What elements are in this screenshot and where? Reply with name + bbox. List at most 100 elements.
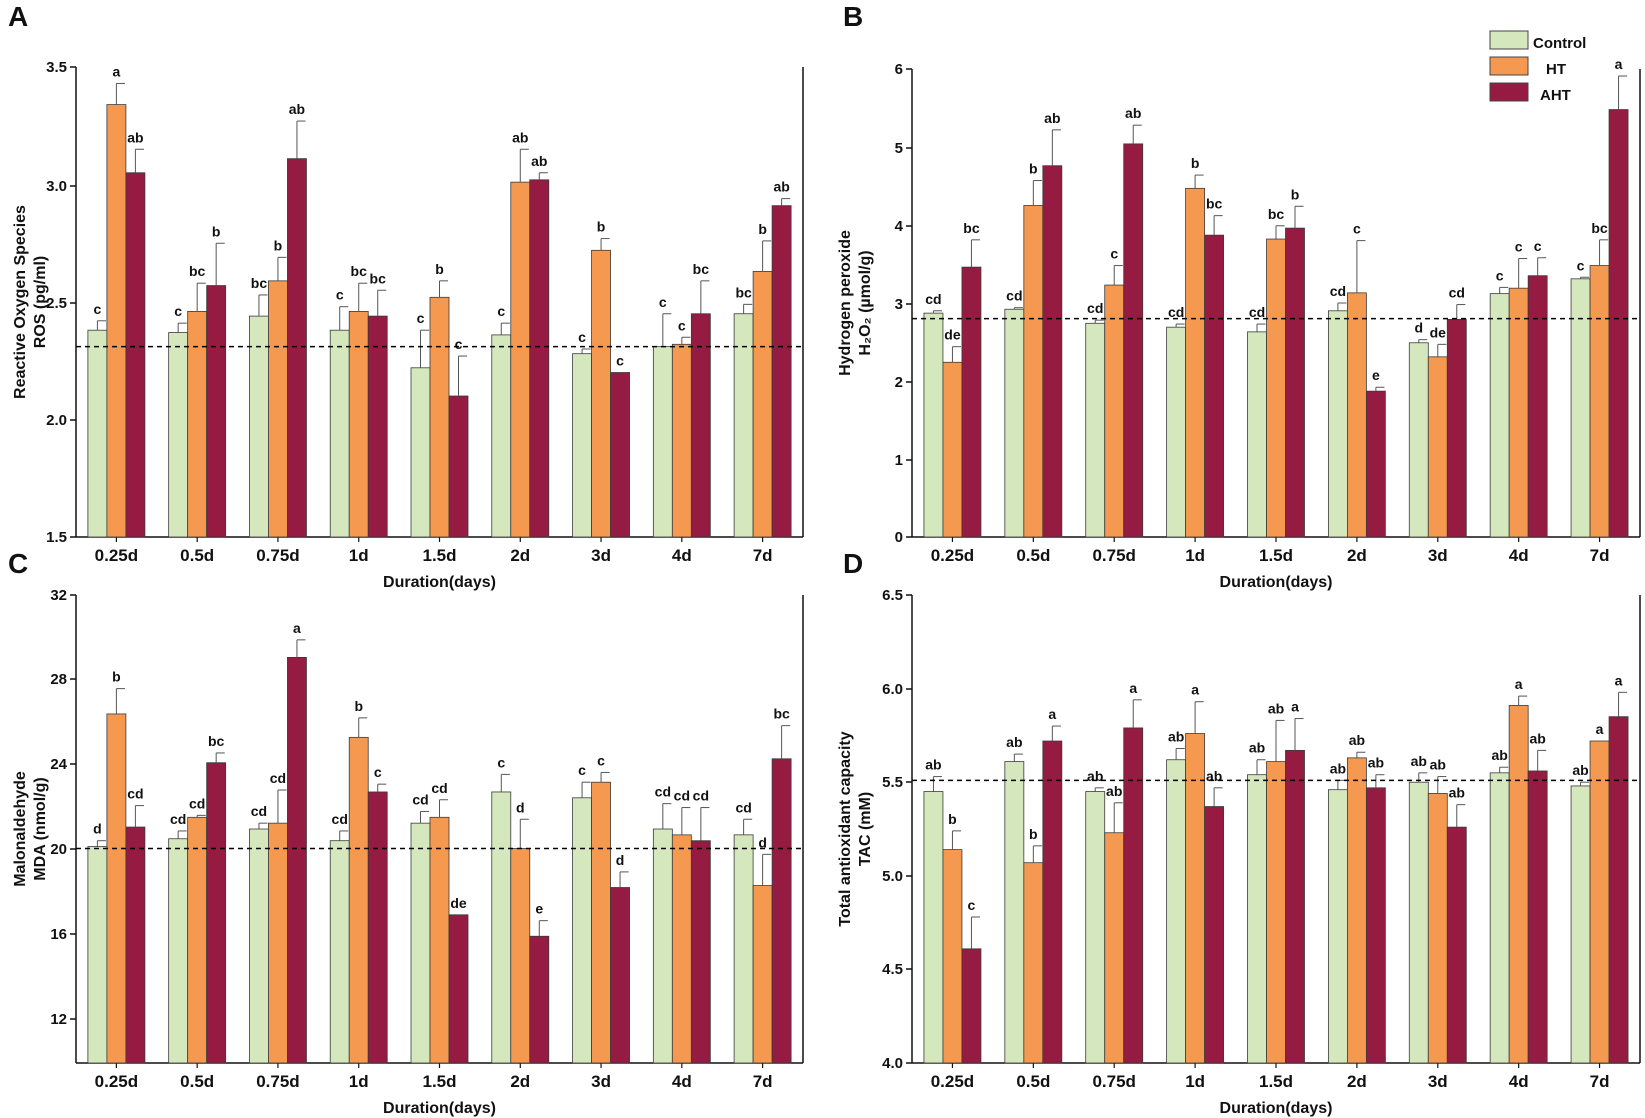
y-tick-label: 28 <box>50 671 67 688</box>
bar-control-0-5d <box>168 838 189 1064</box>
significance-label: d <box>93 821 102 837</box>
y-tick-label: 2.5 <box>46 295 67 312</box>
significance-label: ab <box>925 757 941 773</box>
bar-ht-0-5d <box>187 816 208 1064</box>
significance-label: ab <box>1125 105 1141 121</box>
y-tick-label: 1 <box>895 452 903 469</box>
y-tick-label: 24 <box>50 756 67 773</box>
significance-label: c <box>678 317 686 333</box>
bar-ht-7d <box>1589 265 1610 538</box>
bar-aht-0-5d <box>206 762 227 1064</box>
significance-label: cd <box>674 788 690 804</box>
significance-label: ab <box>1430 757 1446 773</box>
bar-ht-1d <box>348 310 369 538</box>
bar-aht-3d <box>1446 826 1467 1064</box>
significance-label: c <box>497 754 505 770</box>
significance-label: c <box>578 329 586 345</box>
significance-label: cd <box>1087 300 1103 316</box>
x-tick-label: 0.25d <box>931 546 974 565</box>
significance-label: cd <box>925 291 941 307</box>
bar-ht-3d <box>591 781 611 1064</box>
x-tick-label: 0.5d <box>1016 546 1050 565</box>
bar-control-1-5d <box>1247 331 1267 538</box>
significance-label: b <box>435 261 444 277</box>
significance-label: b <box>597 219 606 235</box>
y-axis-title-line: H₂O₂ (µmol/g) <box>857 250 874 355</box>
significance-label: c <box>968 897 976 913</box>
bar-control-7d <box>733 834 754 1064</box>
x-axis-title: Duration(days) <box>383 574 496 591</box>
bar-control-3d <box>1408 781 1429 1064</box>
y-tick-label: 2.0 <box>46 412 67 429</box>
x-tick-label: 1d <box>349 1072 369 1091</box>
significance-label: c <box>497 303 505 319</box>
significance-label: a <box>1615 672 1623 688</box>
bar-ht-1d <box>1185 187 1206 538</box>
bar-ht-0-25d <box>942 361 963 538</box>
x-tick-label: 1.5d <box>1259 546 1293 565</box>
bar-ht-0-5d <box>187 310 208 538</box>
significance-label: c <box>374 764 382 780</box>
significance-label: c <box>93 301 101 317</box>
bar-control-0-75d <box>1085 322 1106 538</box>
significance-label: d <box>516 799 525 815</box>
significance-label: d <box>616 852 625 868</box>
legend-label-ht: HT <box>1546 61 1566 78</box>
y-tick-label: 6 <box>895 61 903 78</box>
significance-label: a <box>1615 56 1623 72</box>
x-tick-label: 0.25d <box>95 546 138 565</box>
y-tick-label: 3 <box>895 296 903 313</box>
bar-aht-2d <box>529 179 550 538</box>
bar-control-0-25d <box>923 312 944 538</box>
bar-control-3d <box>572 353 592 538</box>
significance-label: cd <box>332 811 348 827</box>
significance-label: bc <box>693 261 710 277</box>
significance-label: ab <box>127 129 143 145</box>
bar-aht-0-75d <box>287 657 307 1064</box>
y-axis-title-line: MDA (nmol/g) <box>32 777 49 880</box>
x-tick-label: 4d <box>672 546 692 565</box>
bar-ht-2d <box>510 848 531 1064</box>
bar-control-4d <box>1489 293 1510 538</box>
bar-control-4d <box>652 346 673 538</box>
chart-panel-d: 4.0 4.5 5.0 5.5 6.0 6.5 Total antioxidant capa… <box>837 587 1641 1117</box>
bar-control-1d <box>1166 326 1187 538</box>
significance-label: cd <box>1168 304 1184 320</box>
bar-ht-1-5d <box>1266 238 1286 538</box>
bar-control-3d <box>1408 342 1429 538</box>
significance-label: bc <box>1268 206 1285 222</box>
significance-label: ab <box>289 101 305 117</box>
significance-label: ab <box>1411 753 1427 769</box>
bar-control-2d <box>491 791 512 1064</box>
bar-control-0-5d <box>1004 308 1025 538</box>
significance-label: bc <box>1591 220 1608 236</box>
significance-label: b <box>1291 186 1300 202</box>
significance-label: a <box>1596 721 1604 737</box>
significance-label: ab <box>1529 730 1545 746</box>
bar-ht-0-75d <box>1104 832 1125 1064</box>
bar-aht-0-25d <box>961 948 982 1064</box>
bar-aht-0-75d <box>287 158 307 538</box>
bar-aht-1-5d <box>1285 227 1305 538</box>
bar-ht-4d <box>671 834 692 1064</box>
bar-control-7d <box>1570 785 1591 1064</box>
x-tick-label: 3d <box>591 1072 611 1091</box>
significance-label: ab <box>1268 700 1284 716</box>
significance-label: c <box>659 294 667 310</box>
significance-label: cd <box>251 803 267 819</box>
bar-ht-3d <box>1427 356 1448 538</box>
y-tick-label: 0 <box>895 529 903 546</box>
bar-control-1d <box>1166 759 1187 1064</box>
x-tick-label: 0.25d <box>95 1072 138 1091</box>
x-tick-label: 1d <box>349 546 369 565</box>
significance-label: cd <box>127 786 143 802</box>
bar-ht-0-75d <box>1104 284 1125 538</box>
y-tick-label: 3.5 <box>46 59 67 76</box>
bar-ht-1-5d <box>429 816 450 1064</box>
bar-ht-0-25d <box>106 713 127 1064</box>
bar-aht-1-5d <box>448 395 469 538</box>
panel-letter-d: D <box>843 548 863 579</box>
bar-ht-4d <box>671 343 692 538</box>
significance-label: c <box>1496 267 1504 283</box>
significance-label: ab <box>1106 783 1122 799</box>
